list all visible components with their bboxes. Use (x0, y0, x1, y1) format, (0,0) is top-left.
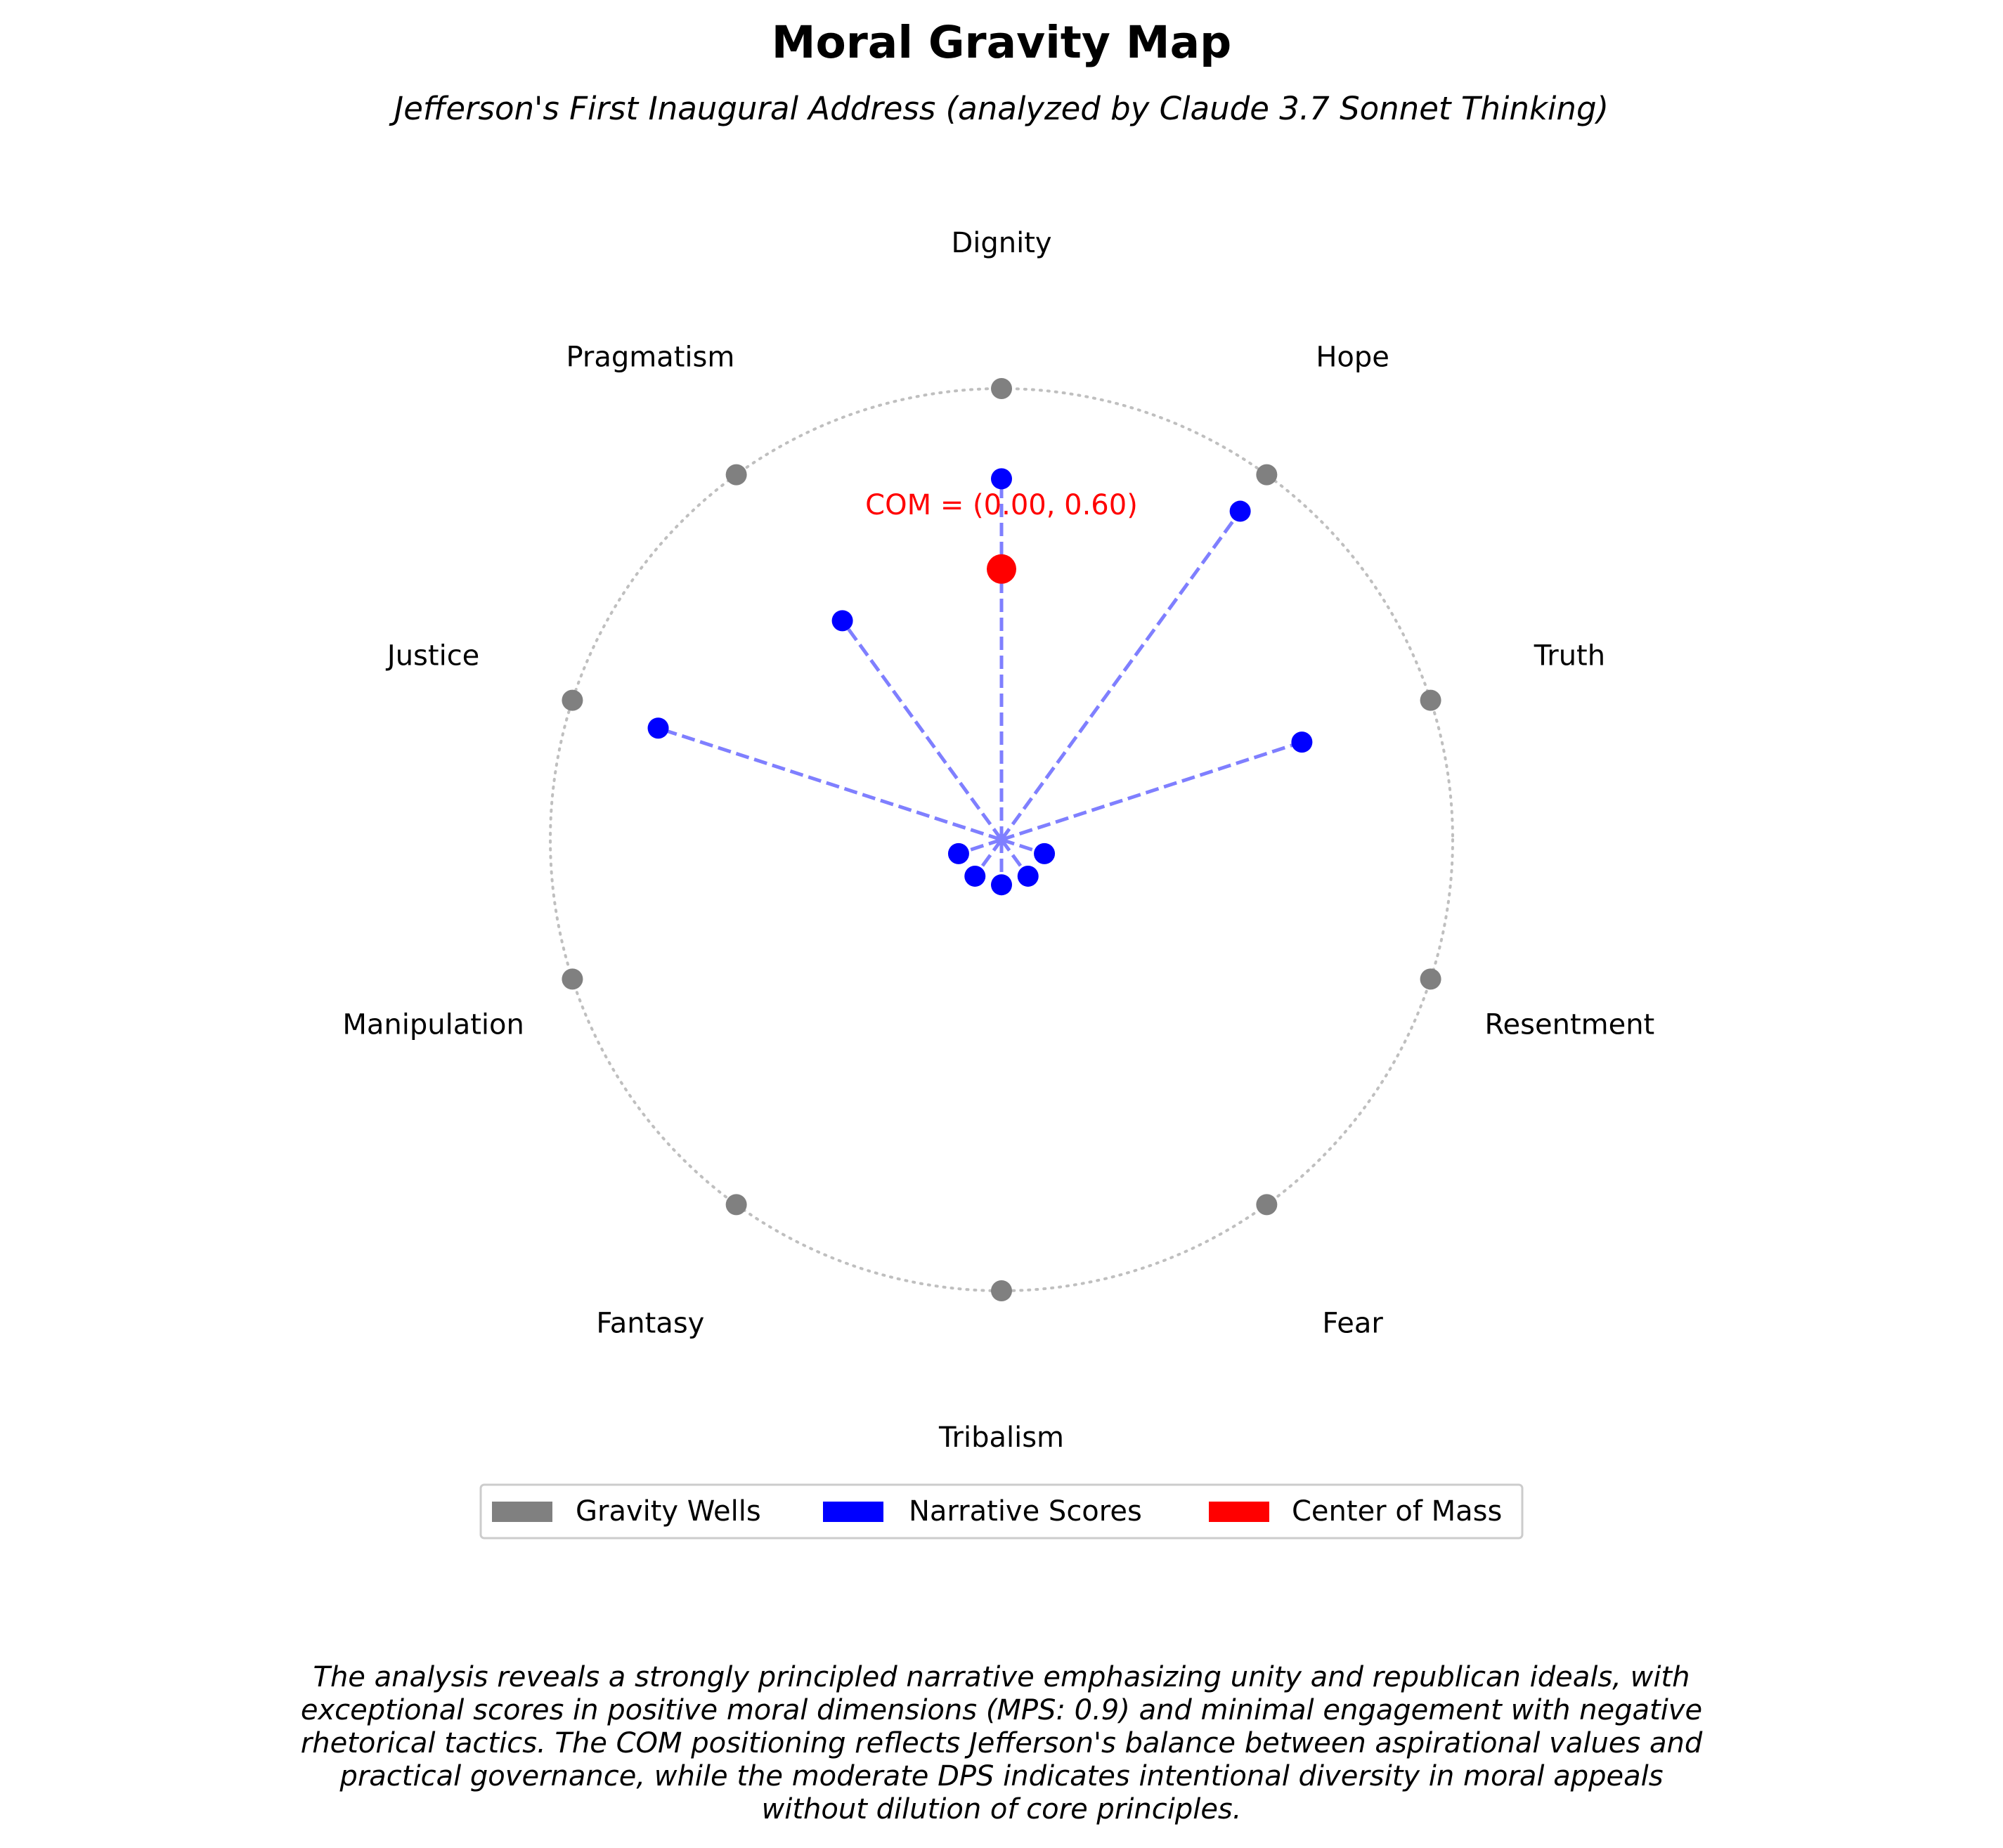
narrative-score-fear (1017, 865, 1039, 887)
chart-subtitle: Jefferson's First Inaugural Address (ana… (389, 90, 1609, 127)
narrative-score-tribalism (991, 874, 1012, 896)
well-label-resentment: Resentment (1485, 1009, 1655, 1041)
score-line-fear (999, 838, 1030, 878)
narrative-score-dignity (991, 468, 1012, 490)
gravity-well-justice (562, 689, 583, 711)
gravity-well-tribalism (991, 1280, 1012, 1301)
well-label-fear: Fear (1322, 1308, 1383, 1340)
gravity-well-fear (1256, 1194, 1278, 1216)
caption-line: practical governance, while the moderate… (339, 1760, 1663, 1792)
narrative-score-truth (1291, 731, 1313, 753)
caption: The analysis reveals a strongly principl… (301, 1661, 1703, 1826)
gravity-wells (562, 378, 1441, 1301)
legend-swatch-gravity-wells (492, 1502, 552, 1522)
score-lines (657, 479, 1303, 885)
chart-title: Moral Gravity Map (772, 17, 1231, 68)
gravity-well-resentment (1420, 968, 1441, 990)
legend-swatch-narrative-scores (823, 1502, 883, 1522)
narrative-score-pragmatism (831, 610, 853, 632)
legend-frame (479, 1483, 1524, 1540)
score-line-justice (657, 726, 1002, 842)
legend-label-narrative-scores: Narrative Scores (909, 1495, 1142, 1528)
well-label-fantasy: Fantasy (596, 1308, 704, 1340)
well-label-manipulation: Manipulation (342, 1009, 524, 1041)
score-line-truth (1001, 740, 1303, 842)
well-labels: Dignity Hope Truth Resentment Fear Tribalism F… (342, 227, 1654, 1454)
narrative-score-fantasy (964, 865, 986, 887)
caption-line: rhetorical tactics. The COM positioning … (301, 1727, 1703, 1759)
well-label-truth: Truth (1534, 639, 1605, 672)
com-label: COM = (0.00, 0.60) (865, 489, 1138, 521)
gravity-well-dignity (991, 378, 1012, 399)
gravity-well-pragmatism (725, 464, 747, 486)
legend: Gravity Wells Narrative Scores Center of… (479, 1483, 1524, 1540)
narrative-score-resentment (1034, 842, 1056, 864)
narrative-scores (647, 468, 1313, 896)
legend-swatch-center-of-mass (1209, 1502, 1269, 1522)
well-label-hope: Hope (1316, 341, 1389, 373)
gravity-well-truth (1420, 689, 1441, 711)
score-line-fantasy (973, 838, 1004, 878)
narrative-score-justice (647, 717, 669, 739)
caption-line: The analysis reveals a strongly principl… (313, 1661, 1690, 1693)
score-line-hope (999, 510, 1242, 841)
center-of-mass-point (987, 554, 1016, 584)
gravity-well-hope (1256, 464, 1278, 486)
well-label-tribalism: Tribalism (938, 1421, 1064, 1454)
narrative-score-hope (1229, 500, 1251, 522)
narrative-score-manipulation (947, 842, 969, 864)
legend-label-gravity-wells: Gravity Wells (576, 1495, 761, 1528)
gravity-well-manipulation (562, 968, 583, 990)
score-line-pragmatism (841, 619, 1004, 841)
legend-label-center-of-mass: Center of Mass (1292, 1495, 1502, 1528)
score-line-manipulation (958, 838, 1002, 856)
caption-line: without dilution of core principles. (762, 1793, 1242, 1826)
caption-line: exceptional scores in positive moral dim… (301, 1694, 1702, 1726)
well-label-dignity: Dignity (951, 227, 1051, 259)
well-label-justice: Justice (385, 639, 479, 672)
gravity-well-fantasy (725, 1194, 747, 1216)
well-label-pragmatism: Pragmatism (566, 341, 734, 373)
score-line-resentment (1001, 838, 1045, 856)
